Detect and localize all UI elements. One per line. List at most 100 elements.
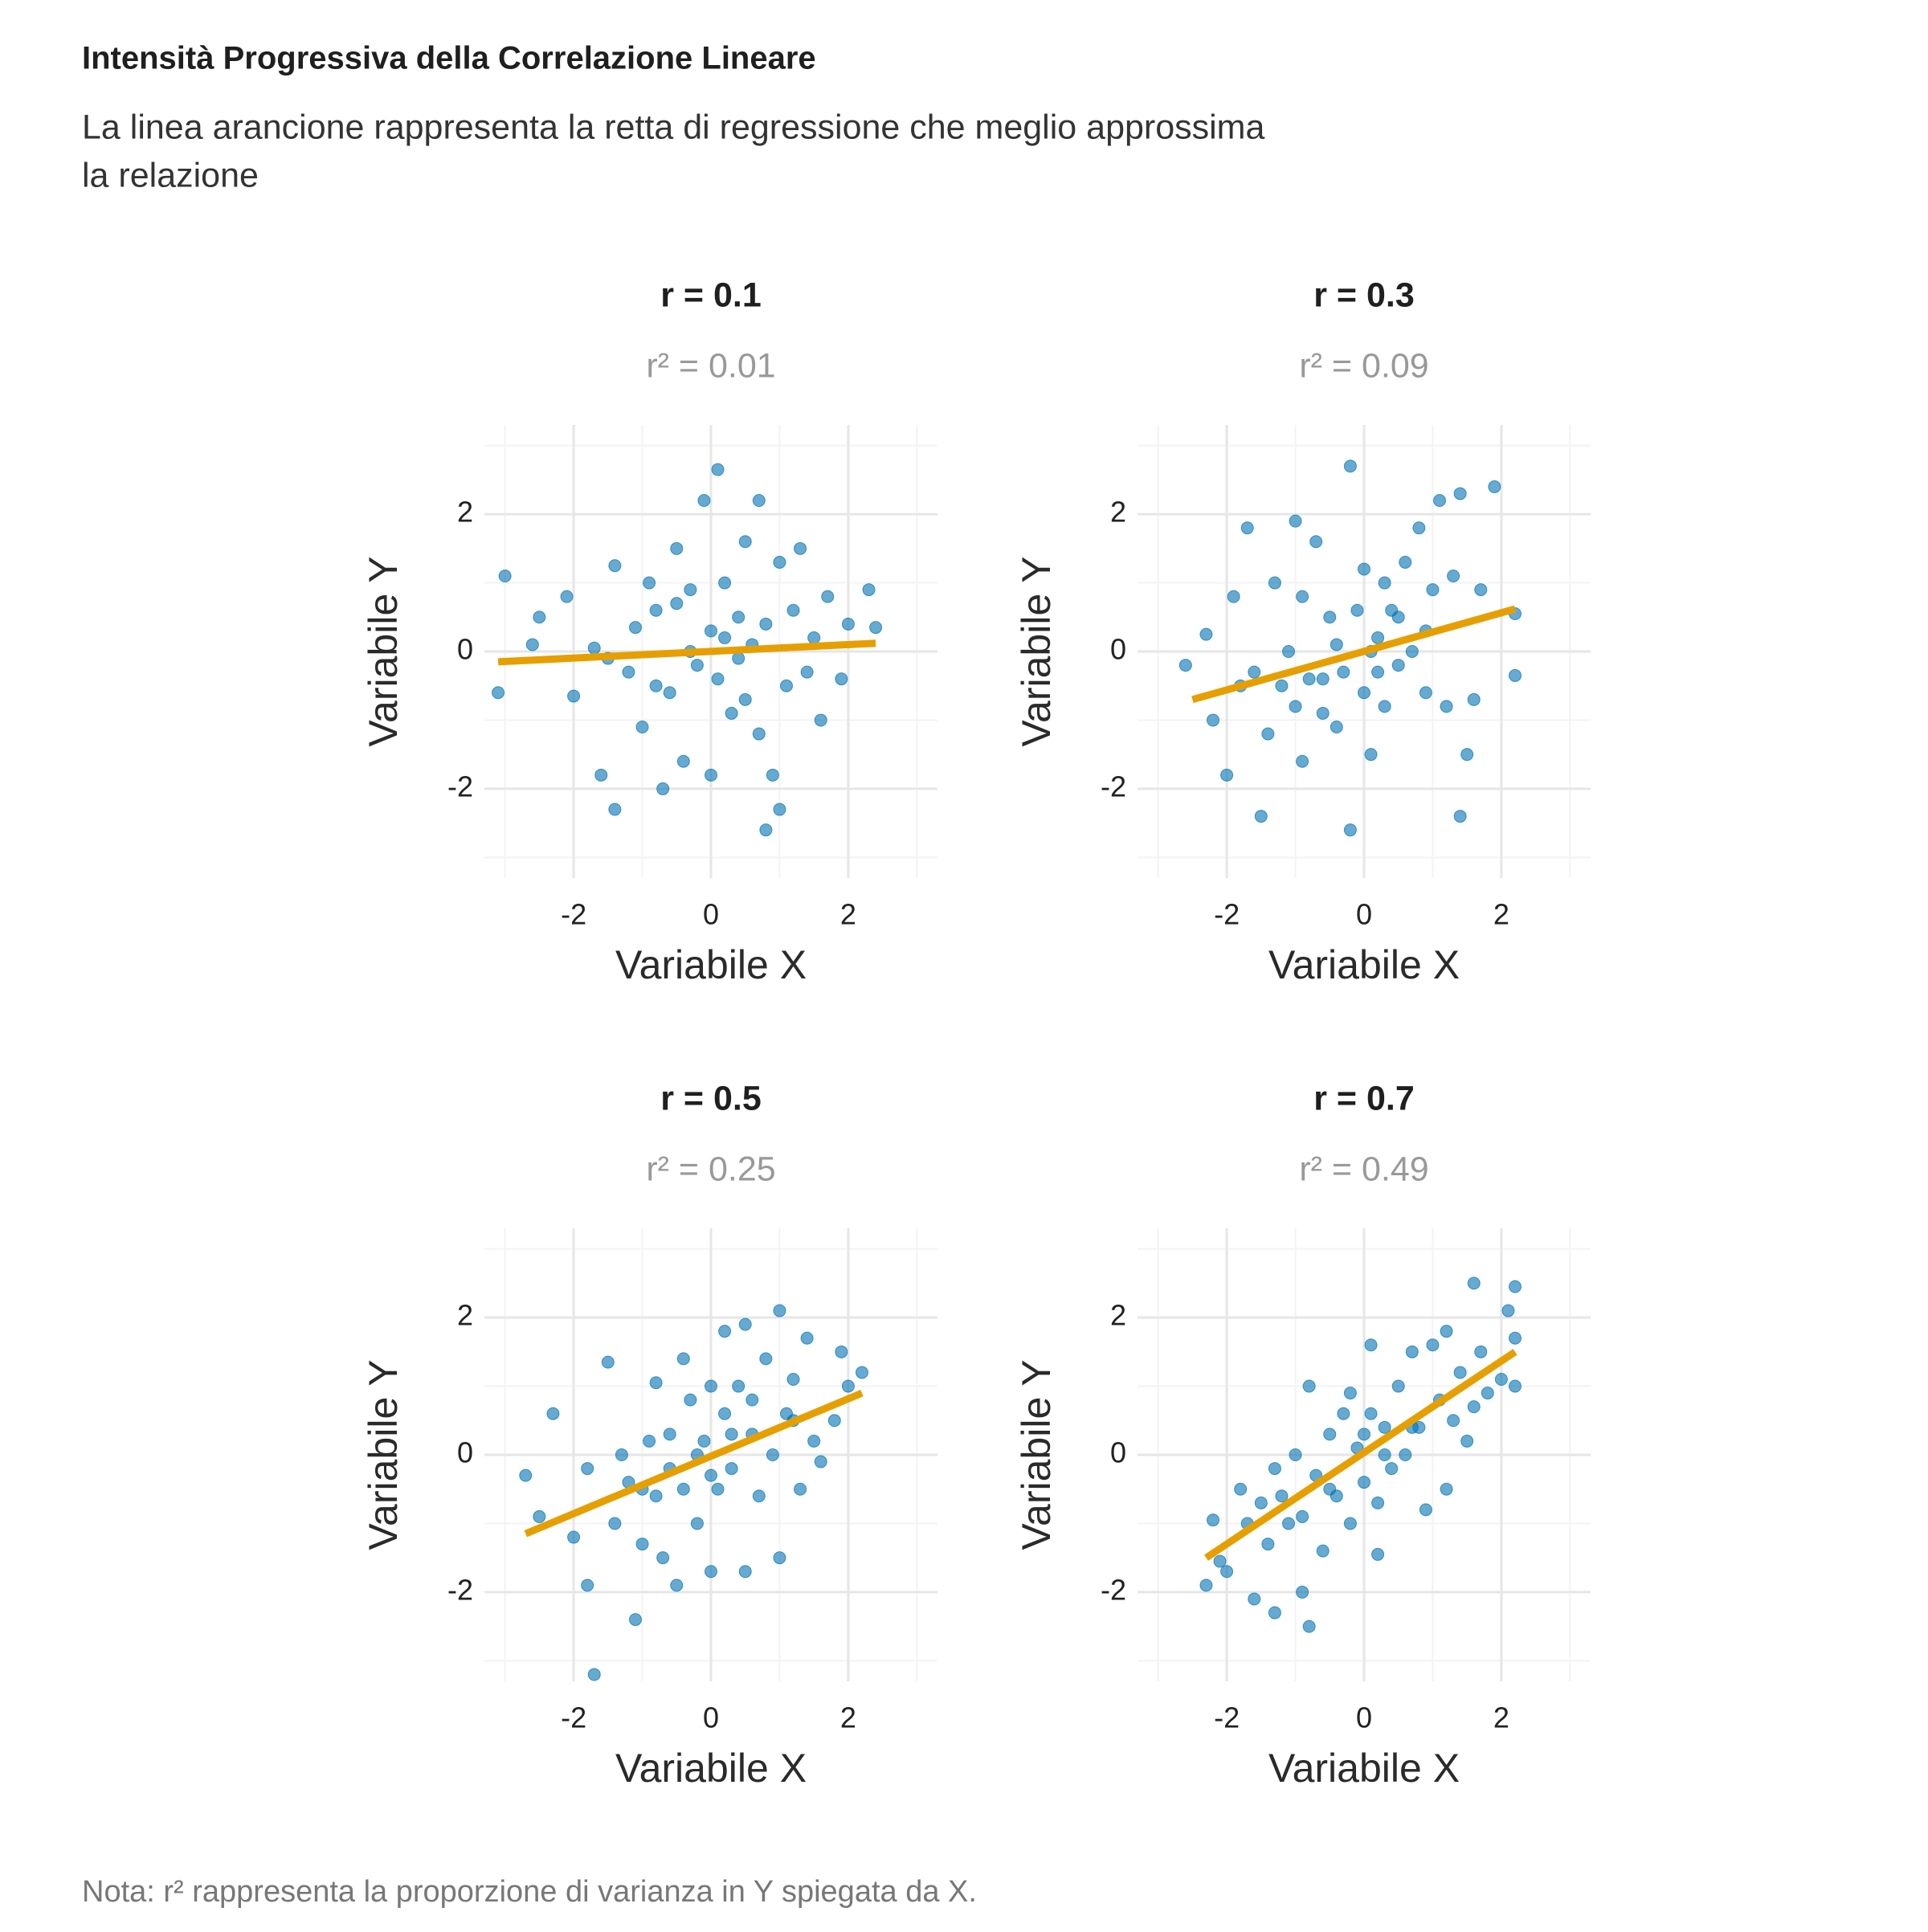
y-tick-label: 2	[457, 1299, 473, 1332]
point	[670, 541, 684, 555]
point	[711, 672, 725, 686]
point	[1501, 1304, 1515, 1317]
point	[1254, 810, 1268, 823]
point	[1207, 1513, 1219, 1527]
point	[670, 597, 684, 611]
point	[1405, 1345, 1419, 1358]
regression-line	[1191, 605, 1517, 704]
point	[1399, 1448, 1412, 1461]
point	[841, 1379, 855, 1393]
point	[1364, 1338, 1378, 1352]
point	[567, 1530, 581, 1544]
point	[1474, 1345, 1488, 1358]
point	[807, 1434, 821, 1448]
x-axis-label: Variabile X	[1268, 1746, 1460, 1791]
point	[800, 1331, 814, 1345]
point	[629, 1613, 642, 1627]
point	[1234, 1482, 1248, 1496]
point	[1302, 672, 1316, 686]
point	[615, 1448, 628, 1461]
point	[835, 672, 848, 686]
point	[1440, 700, 1453, 713]
point	[1358, 562, 1370, 576]
point	[587, 1668, 601, 1681]
point	[1316, 706, 1330, 720]
regression-line	[1203, 1349, 1517, 1561]
point	[1426, 583, 1440, 597]
point	[676, 1352, 690, 1366]
x-tick-label: 2	[840, 1701, 856, 1734]
point	[594, 768, 608, 782]
point	[1227, 590, 1240, 603]
point	[1337, 665, 1350, 679]
point	[1268, 1606, 1281, 1620]
point	[684, 1393, 697, 1407]
x-tick-label: -2	[561, 1701, 586, 1734]
point	[1275, 679, 1289, 692]
point	[780, 679, 793, 692]
point	[1343, 1517, 1357, 1530]
point	[800, 665, 814, 679]
y-tick-label: 0	[457, 1436, 473, 1469]
point	[601, 1355, 615, 1369]
y-tick-label: -2	[1101, 1573, 1126, 1606]
point	[1261, 727, 1275, 741]
point	[752, 727, 766, 741]
point	[745, 1393, 759, 1407]
point	[1282, 1517, 1295, 1530]
point	[1199, 1579, 1213, 1592]
point	[1289, 1448, 1302, 1461]
point	[1240, 521, 1254, 535]
point	[1378, 1420, 1391, 1434]
point	[705, 1565, 717, 1579]
point	[718, 631, 732, 644]
point	[773, 803, 786, 816]
x-tick-label: 2	[1493, 898, 1509, 931]
point	[1391, 659, 1405, 672]
point	[1275, 1489, 1289, 1503]
point	[807, 631, 821, 644]
point	[835, 1345, 848, 1358]
point	[1316, 672, 1330, 686]
point	[1213, 1554, 1227, 1568]
point	[786, 603, 800, 617]
point	[1453, 487, 1467, 500]
point	[635, 721, 649, 733]
point	[525, 638, 539, 651]
point	[1358, 1476, 1370, 1489]
point	[676, 1482, 690, 1496]
y-tick-label: -2	[1101, 770, 1126, 803]
point	[1296, 754, 1309, 768]
point	[1467, 1276, 1481, 1290]
point	[1371, 1547, 1385, 1561]
x-tick-label: -2	[1214, 1701, 1240, 1734]
point	[519, 1468, 533, 1482]
x-tick-label: 0	[1356, 1701, 1372, 1734]
point	[656, 782, 670, 795]
point	[821, 590, 835, 603]
point	[670, 1579, 684, 1592]
point	[1440, 1325, 1453, 1338]
point	[759, 823, 773, 837]
y-tick-label: 2	[457, 496, 473, 529]
point	[1350, 603, 1364, 617]
point	[629, 621, 642, 635]
point	[643, 1434, 656, 1448]
point	[1323, 1428, 1337, 1441]
y-axis-label: Variabile Y	[361, 1359, 406, 1550]
y-axis-label: Variabile Y	[1014, 1359, 1059, 1550]
point	[1378, 1448, 1391, 1461]
point	[1343, 1387, 1357, 1400]
point	[711, 1482, 725, 1496]
y-tick-label: -2	[447, 770, 473, 803]
point	[1296, 1585, 1309, 1599]
point	[1509, 1331, 1522, 1345]
regression-line	[497, 639, 876, 666]
point	[1178, 659, 1192, 672]
point	[766, 768, 779, 782]
point	[533, 1509, 546, 1523]
point	[567, 689, 581, 703]
point	[608, 1517, 622, 1530]
figure-title: Intensità Progressiva della Correlazione…	[82, 41, 816, 76]
